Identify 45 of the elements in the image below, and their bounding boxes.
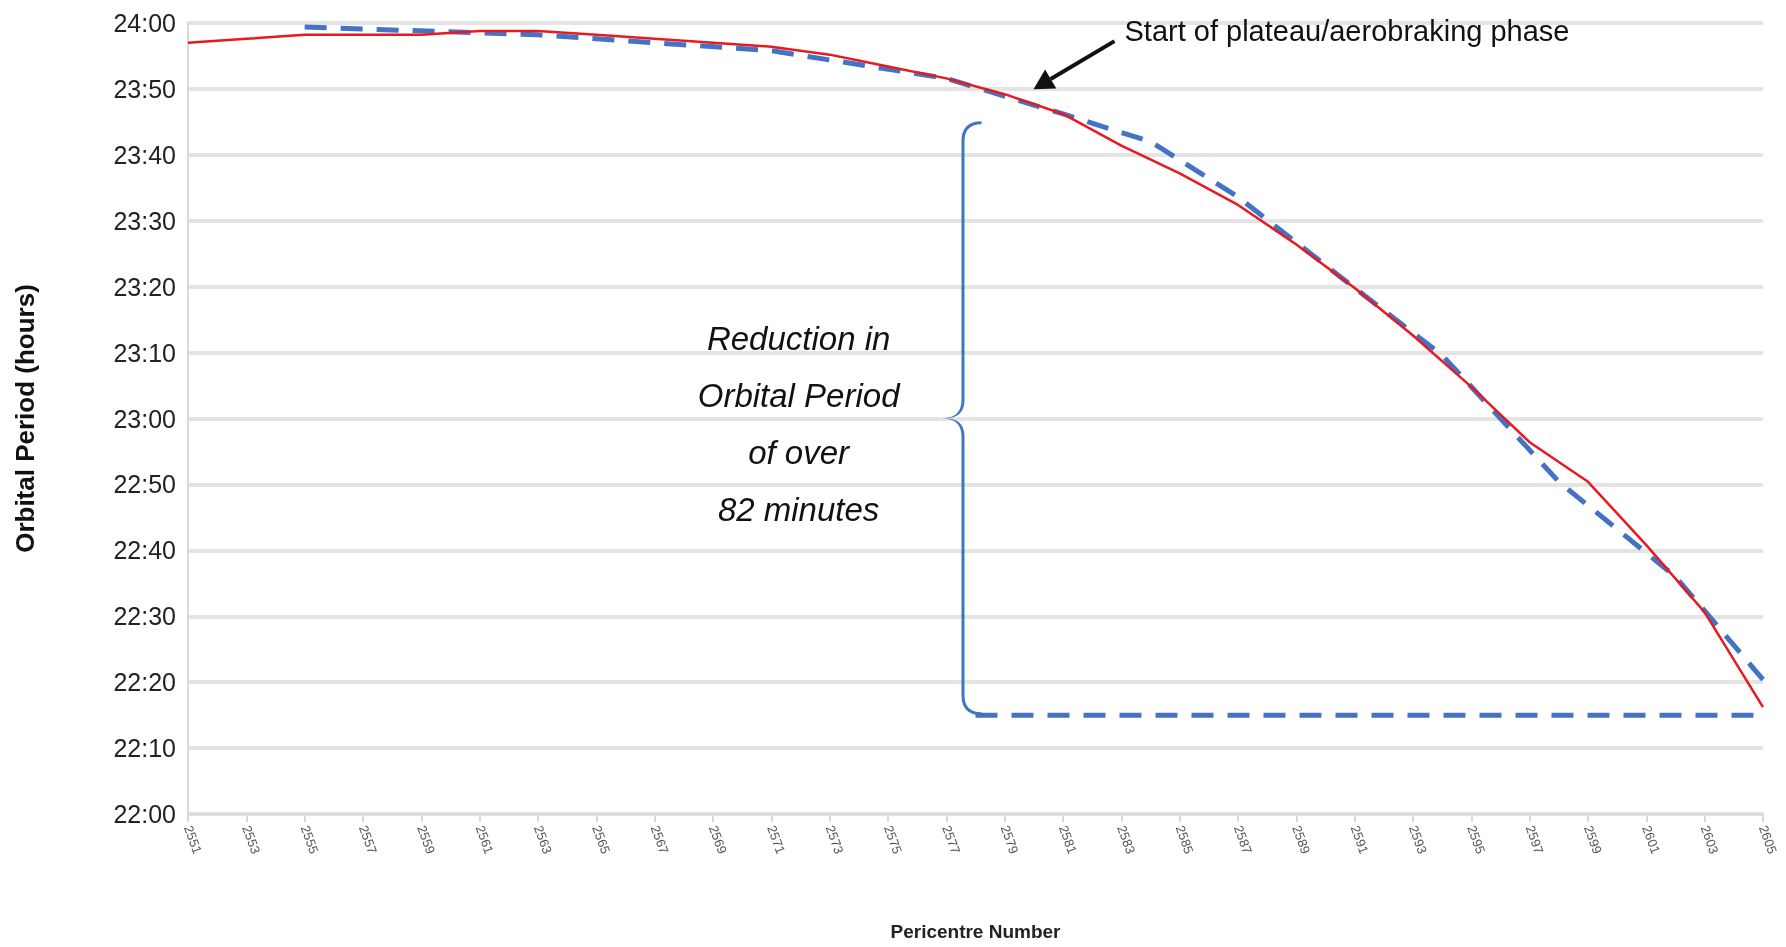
x-tick-label: 2587 xyxy=(1230,823,1255,856)
x-tick-label: 2553 xyxy=(239,823,264,856)
x-tick-label: 2601 xyxy=(1639,823,1664,856)
y-tick-label: 23:30 xyxy=(113,206,176,235)
y-tick-label: 23:50 xyxy=(113,74,176,103)
y-tick-label: 24:00 xyxy=(113,9,176,37)
x-tick-label: 2565 xyxy=(589,823,614,856)
x-tick-label: 2561 xyxy=(472,823,497,856)
x-tick-label: 2567 xyxy=(647,823,672,856)
x-axis-title: Pericentre Number xyxy=(890,921,1062,942)
x-tick-label: 2591 xyxy=(1347,823,1372,856)
x-tick-label: 2555 xyxy=(297,823,322,856)
x-tick-label: 2583 xyxy=(1114,823,1139,856)
y-tick-label: 22:20 xyxy=(113,668,176,697)
y-axis-title: Orbital Period (hours) xyxy=(10,284,40,553)
x-tick-label: 2593 xyxy=(1405,823,1430,856)
x-tick-label: 2589 xyxy=(1289,823,1314,856)
x-tick-label: 2599 xyxy=(1580,823,1605,856)
x-tick-label: 2597 xyxy=(1522,823,1547,856)
x-tick-label: 2603 xyxy=(1697,823,1722,856)
x-tick-label: 2559 xyxy=(414,823,439,856)
y-tick-label: 22:50 xyxy=(113,470,176,499)
x-tick-label: 2595 xyxy=(1464,823,1489,856)
y-tick-label: 22:30 xyxy=(113,602,176,631)
x-tick-label: 2569 xyxy=(705,823,730,856)
y-tick-label: 23:10 xyxy=(113,338,176,367)
x-tick-label: 2577 xyxy=(939,823,964,856)
x-tick-label: 2563 xyxy=(530,823,555,856)
x-tick-label: 2581 xyxy=(1055,823,1080,856)
x-tick-label: 2579 xyxy=(997,823,1022,856)
x-tick-label: 2557 xyxy=(355,823,380,856)
x-tick-label: 2605 xyxy=(1755,823,1780,856)
x-tick-label: 2585 xyxy=(1172,823,1197,856)
x-tick-label: 2551 xyxy=(180,823,205,856)
y-tick-label: 22:10 xyxy=(113,734,176,763)
y-tick-label: 22:00 xyxy=(113,800,176,828)
x-tick-label: 2573 xyxy=(822,823,847,856)
y-tick-label: 23:40 xyxy=(113,140,176,169)
x-tick-label: 2575 xyxy=(880,823,905,856)
y-tick-label: 23:20 xyxy=(113,272,176,301)
y-tick-label: 23:00 xyxy=(113,404,176,433)
y-tick-label: 22:40 xyxy=(113,536,176,565)
annotation: Start of plateau/aerobraking phase xyxy=(1124,15,1570,49)
annotation: Reduction in Orbital Period of over 82 minutes xyxy=(697,319,900,531)
x-tick-label: 2571 xyxy=(764,823,789,856)
